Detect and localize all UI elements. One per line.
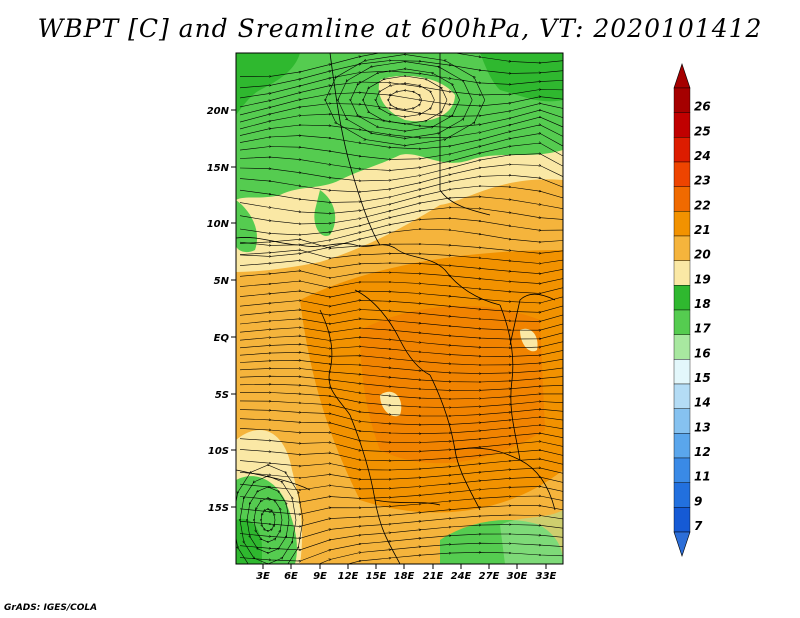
colorbar-label: 7 (694, 519, 703, 533)
colorbar-label: 23 (694, 174, 711, 188)
colorbar-swatch (673, 161, 691, 187)
colorbar-label: 22 (694, 198, 711, 212)
colorbar-label: 25 (694, 124, 711, 138)
longitude-axis: 3E 6E 9E 12E 15E 18E 21E 24E 27E 30E 33E (256, 564, 557, 582)
colorbar-label: 26 (694, 100, 711, 114)
colorbar-swatch (673, 87, 691, 113)
colorbar-swatch (673, 260, 691, 286)
lon-label: 30E (507, 571, 528, 582)
lon-label: 12E (338, 571, 359, 582)
colorbar-label: 18 (694, 297, 711, 311)
colorbar-swatch (673, 285, 691, 311)
lon-label: 6E (284, 571, 298, 582)
colorbar-label: 14 (694, 396, 711, 410)
lon-label: 24E (451, 571, 472, 582)
lat-label: 15N (207, 163, 230, 174)
colorbar-label: 24 (694, 149, 711, 163)
lat-label: 20N (207, 106, 230, 117)
colorbar-swatch (673, 359, 691, 385)
colorbar-label: 16 (694, 346, 711, 360)
colorbar-swatch (673, 309, 691, 335)
colorbar-label: 21 (694, 223, 711, 237)
latitude-axis: 20N 15N 10N 5N EQ 5S 10S 15S (207, 106, 236, 514)
lon-label: 27E (479, 571, 500, 582)
lon-label: 15E (366, 571, 387, 582)
lon-label: 3E (256, 571, 270, 582)
colorbar-label: 15 (694, 371, 711, 385)
colorbar-top-arrow (673, 63, 691, 89)
colorbar-label: 17 (694, 322, 711, 336)
lon-label: 21E (423, 571, 444, 582)
colorbar-bottom-arrow (673, 531, 691, 557)
lat-label: EQ (214, 333, 230, 344)
lat-label: 10S (208, 446, 229, 457)
lat-label: 5S (215, 390, 229, 401)
lon-label: 33E (536, 571, 557, 582)
colorbar-swatch (673, 507, 691, 533)
colorbar-label: 11 (694, 470, 711, 484)
colorbar-swatch (673, 482, 691, 508)
colorbar-label: 9 (694, 494, 702, 508)
colorbar-swatch (673, 137, 691, 163)
streamline (325, 54, 486, 145)
streamline (236, 465, 304, 564)
colorbar-label: 13 (694, 420, 711, 434)
lat-label: 5N (214, 276, 230, 287)
grads-credit: GrADS: IGES/COLA (4, 603, 98, 613)
colorbar: 26 25 24 23 22 21 20 19 18 17 16 15 14 13 12 11 9 7 (673, 63, 711, 557)
colorbar-swatch (673, 408, 691, 434)
lat-label: 15S (208, 503, 229, 514)
streamline (240, 552, 563, 564)
colorbar-swatch (673, 433, 691, 459)
colorbar-swatch (673, 334, 691, 360)
colorbar-label: 12 (694, 445, 711, 459)
streamline (240, 543, 563, 564)
streamlines (236, 53, 563, 564)
colorbar-swatch (673, 235, 691, 261)
lon-label: 18E (394, 571, 415, 582)
colorbar-label: 20 (694, 248, 711, 262)
lat-label: 10N (207, 219, 230, 230)
colorbar-swatch (673, 457, 691, 483)
colorbar-swatch (673, 112, 691, 138)
map-title: WBPT [C] and Sreamline at 600hPa, VT: 20… (37, 14, 763, 43)
colorbar-label: 19 (694, 272, 711, 286)
map-frame (235, 52, 564, 565)
colorbar-swatch (673, 383, 691, 409)
colorbar-swatch (673, 211, 691, 237)
lon-label: 9E (313, 571, 327, 582)
colorbar-swatch (673, 186, 691, 212)
streamline (239, 229, 563, 256)
